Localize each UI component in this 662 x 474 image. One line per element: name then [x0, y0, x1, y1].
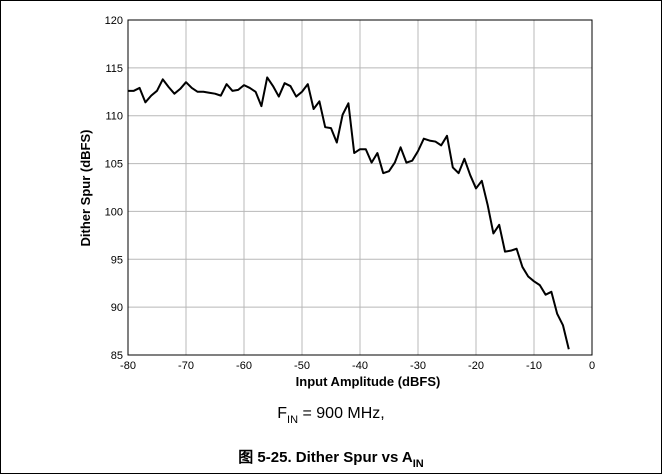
- conditions-suffix: = 900 MHz,: [298, 405, 385, 422]
- x-tick-label: -40: [352, 360, 368, 372]
- y-tick-label: 100: [105, 206, 123, 218]
- figure-title: 图 5-25. Dither Spur vs AIN: [238, 449, 424, 470]
- x-tick-label: -30: [410, 360, 426, 372]
- conditions-text: F: [277, 405, 287, 422]
- y-axis-label: Dither Spur (dBFS): [78, 130, 93, 247]
- y-tick-label: 115: [105, 63, 123, 75]
- y-tick-label: 90: [111, 302, 123, 314]
- x-tick-label: -60: [236, 360, 252, 372]
- x-tick-label: -10: [526, 360, 542, 372]
- x-tick-label: -20: [468, 360, 484, 372]
- title-sub: IN: [413, 458, 424, 470]
- data-line: [128, 76, 570, 350]
- conditions-sub: IN: [287, 414, 298, 426]
- plot-frame: [127, 19, 593, 356]
- conditions: FIN = 900 MHz,: [277, 405, 384, 426]
- x-tick-label: -70: [178, 360, 194, 372]
- y-tick-label: 120: [105, 15, 123, 27]
- y-tick-label: 85: [111, 350, 123, 362]
- y-tick-label: 95: [111, 254, 123, 266]
- y-tick-label: 110: [105, 111, 123, 123]
- x-tick-label: -80: [120, 360, 136, 372]
- x-tick-label: 0: [589, 360, 595, 372]
- y-tick-label: 105: [105, 159, 123, 171]
- x-axis-label: Input Amplitude (dBFS): [296, 374, 441, 389]
- title-text: 图 5-25. Dither Spur vs A: [238, 449, 413, 466]
- x-tick-label: -50: [294, 360, 310, 372]
